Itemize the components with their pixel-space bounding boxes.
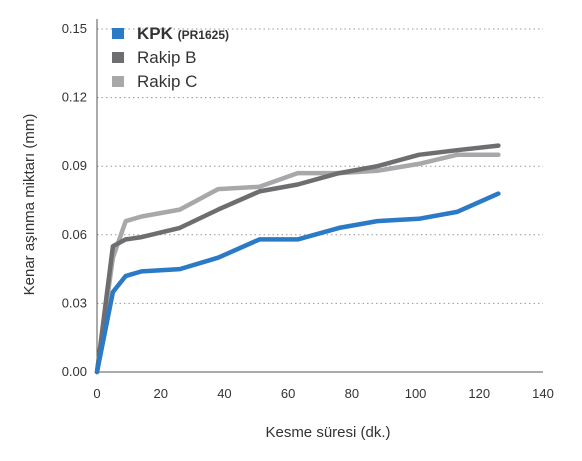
y-axis-title-main: Kenar aşınma miktarı — [21, 153, 38, 296]
y-tick-label: 0.00 — [62, 364, 87, 379]
y-tick-label: 0.09 — [62, 158, 87, 173]
y-tick-label: 0.15 — [62, 21, 87, 36]
x-tick-label: 20 — [153, 386, 167, 401]
y-tick-label: 0.12 — [62, 90, 87, 105]
x-axis-title-main: Kesme süresi — [265, 424, 356, 441]
x-axis-title: Kesme süresi (dk.) — [265, 424, 390, 441]
legend-label-kpk: KPK (PR1625) — [137, 24, 229, 43]
x-tick-label: 0 — [93, 386, 100, 401]
series-lines — [94, 143, 501, 375]
series-line-rakip-b — [94, 143, 501, 375]
axes — [96, 19, 543, 373]
legend-swatch-kpk — [112, 28, 124, 39]
x-tick-labels: 0 20 40 60 80 100 120 140 — [93, 386, 553, 401]
series-line-kpk — [94, 191, 501, 375]
x-axis-title-unit: (dk.) — [361, 424, 391, 441]
y-axis-title: Kenar aşınma miktarı (mm) — [21, 114, 38, 296]
x-tick-label: 120 — [468, 386, 490, 401]
x-tick-label: 140 — [532, 386, 554, 401]
legend-label-rakip-b: Rakip B — [137, 48, 197, 67]
x-tick-label: 100 — [405, 386, 427, 401]
legend: KPK (PR1625) Rakip B Rakip C — [112, 24, 229, 91]
y-tick-labels: 0.00 0.03 0.06 0.09 0.12 0.15 — [62, 21, 87, 379]
legend-label-kpk-suffix: (PR1625) — [178, 28, 229, 42]
x-tick-label: 80 — [345, 386, 359, 401]
legend-swatch-rakip-b — [112, 52, 124, 63]
y-tick-label: 0.03 — [62, 295, 87, 310]
series-line-rakip-c — [94, 152, 501, 375]
legend-label-kpk-name: KPK — [137, 24, 174, 43]
legend-label-rakip-c: Rakip C — [137, 72, 197, 91]
y-axis-title-unit: (mm) — [21, 114, 38, 149]
x-tick-label: 40 — [217, 386, 231, 401]
x-tick-label: 60 — [281, 386, 295, 401]
y-tick-label: 0.06 — [62, 227, 87, 242]
grid-lines — [97, 28, 543, 304]
legend-swatch-rakip-c — [112, 76, 124, 87]
